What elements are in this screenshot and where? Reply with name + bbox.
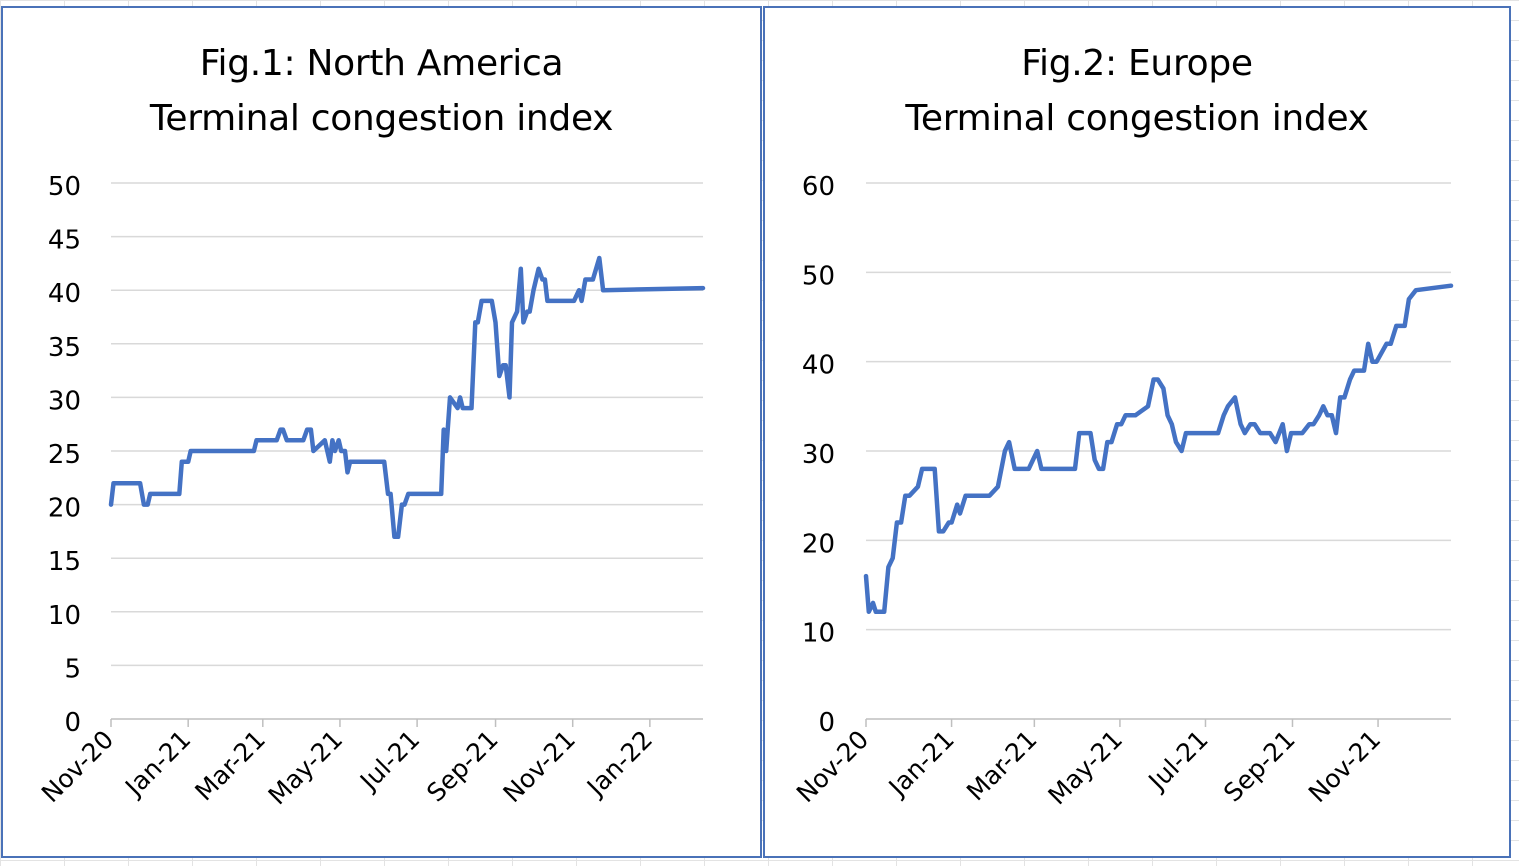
chart-title: Fig.2: Europe Terminal congestion index — [765, 36, 1509, 146]
y-tick-label: 5 — [64, 654, 81, 684]
x-tick-label: Jan-22 — [580, 725, 658, 803]
y-tick-label: 25 — [48, 440, 81, 470]
x-tick-label: Jan-21 — [118, 725, 196, 803]
chart-panel-north-america: Fig.1: North America Terminal congestion… — [1, 6, 762, 858]
x-tick-label: Sep-21 — [421, 725, 504, 808]
y-tick-label: 40 — [802, 351, 835, 381]
y-tick-label: 30 — [802, 440, 835, 470]
x-tick-label: Mar-21 — [189, 725, 271, 807]
y-tick-label: 10 — [802, 619, 835, 649]
chart-panel-europe: Fig.2: Europe Terminal congestion index … — [763, 6, 1511, 858]
chart-title-line: Fig.1: North America — [199, 43, 564, 84]
x-tick-label: Jul-21 — [353, 725, 425, 797]
y-tick-label: 0 — [818, 708, 835, 738]
y-tick-label: 20 — [802, 529, 835, 559]
x-tick-label: Nov-21 — [498, 725, 581, 808]
series-line — [863, 283, 1454, 615]
y-tick-label: 45 — [48, 226, 81, 256]
chart-title: Fig.1: North America Terminal congestion… — [3, 36, 760, 146]
x-tick-label: Nov-21 — [1303, 725, 1386, 808]
x-tick-label: Jan-21 — [882, 725, 960, 803]
y-tick-label: 60 — [802, 172, 835, 202]
x-tick-label: Jul-21 — [1142, 725, 1214, 797]
x-tick-label: Mar-21 — [961, 725, 1043, 807]
y-tick-label: 50 — [48, 172, 81, 202]
chart-subtitle-line: Terminal congestion index — [149, 98, 614, 139]
x-tick-label: Sep-21 — [1218, 725, 1301, 808]
x-tick-label: May-21 — [263, 725, 349, 811]
chart-title-line: Fig.2: Europe — [1021, 43, 1253, 84]
y-tick-label: 10 — [48, 601, 81, 631]
x-tick-label: May-21 — [1043, 725, 1129, 811]
y-tick-label: 40 — [48, 279, 81, 309]
y-tick-label: 50 — [802, 261, 835, 291]
y-tick-label: 0 — [64, 708, 81, 738]
y-tick-label: 20 — [48, 494, 81, 524]
y-tick-label: 35 — [48, 333, 81, 363]
y-tick-label: 30 — [48, 386, 81, 416]
chart-subtitle-line: Terminal congestion index — [905, 98, 1369, 139]
y-tick-label: 15 — [48, 547, 81, 577]
series-line — [108, 255, 706, 540]
